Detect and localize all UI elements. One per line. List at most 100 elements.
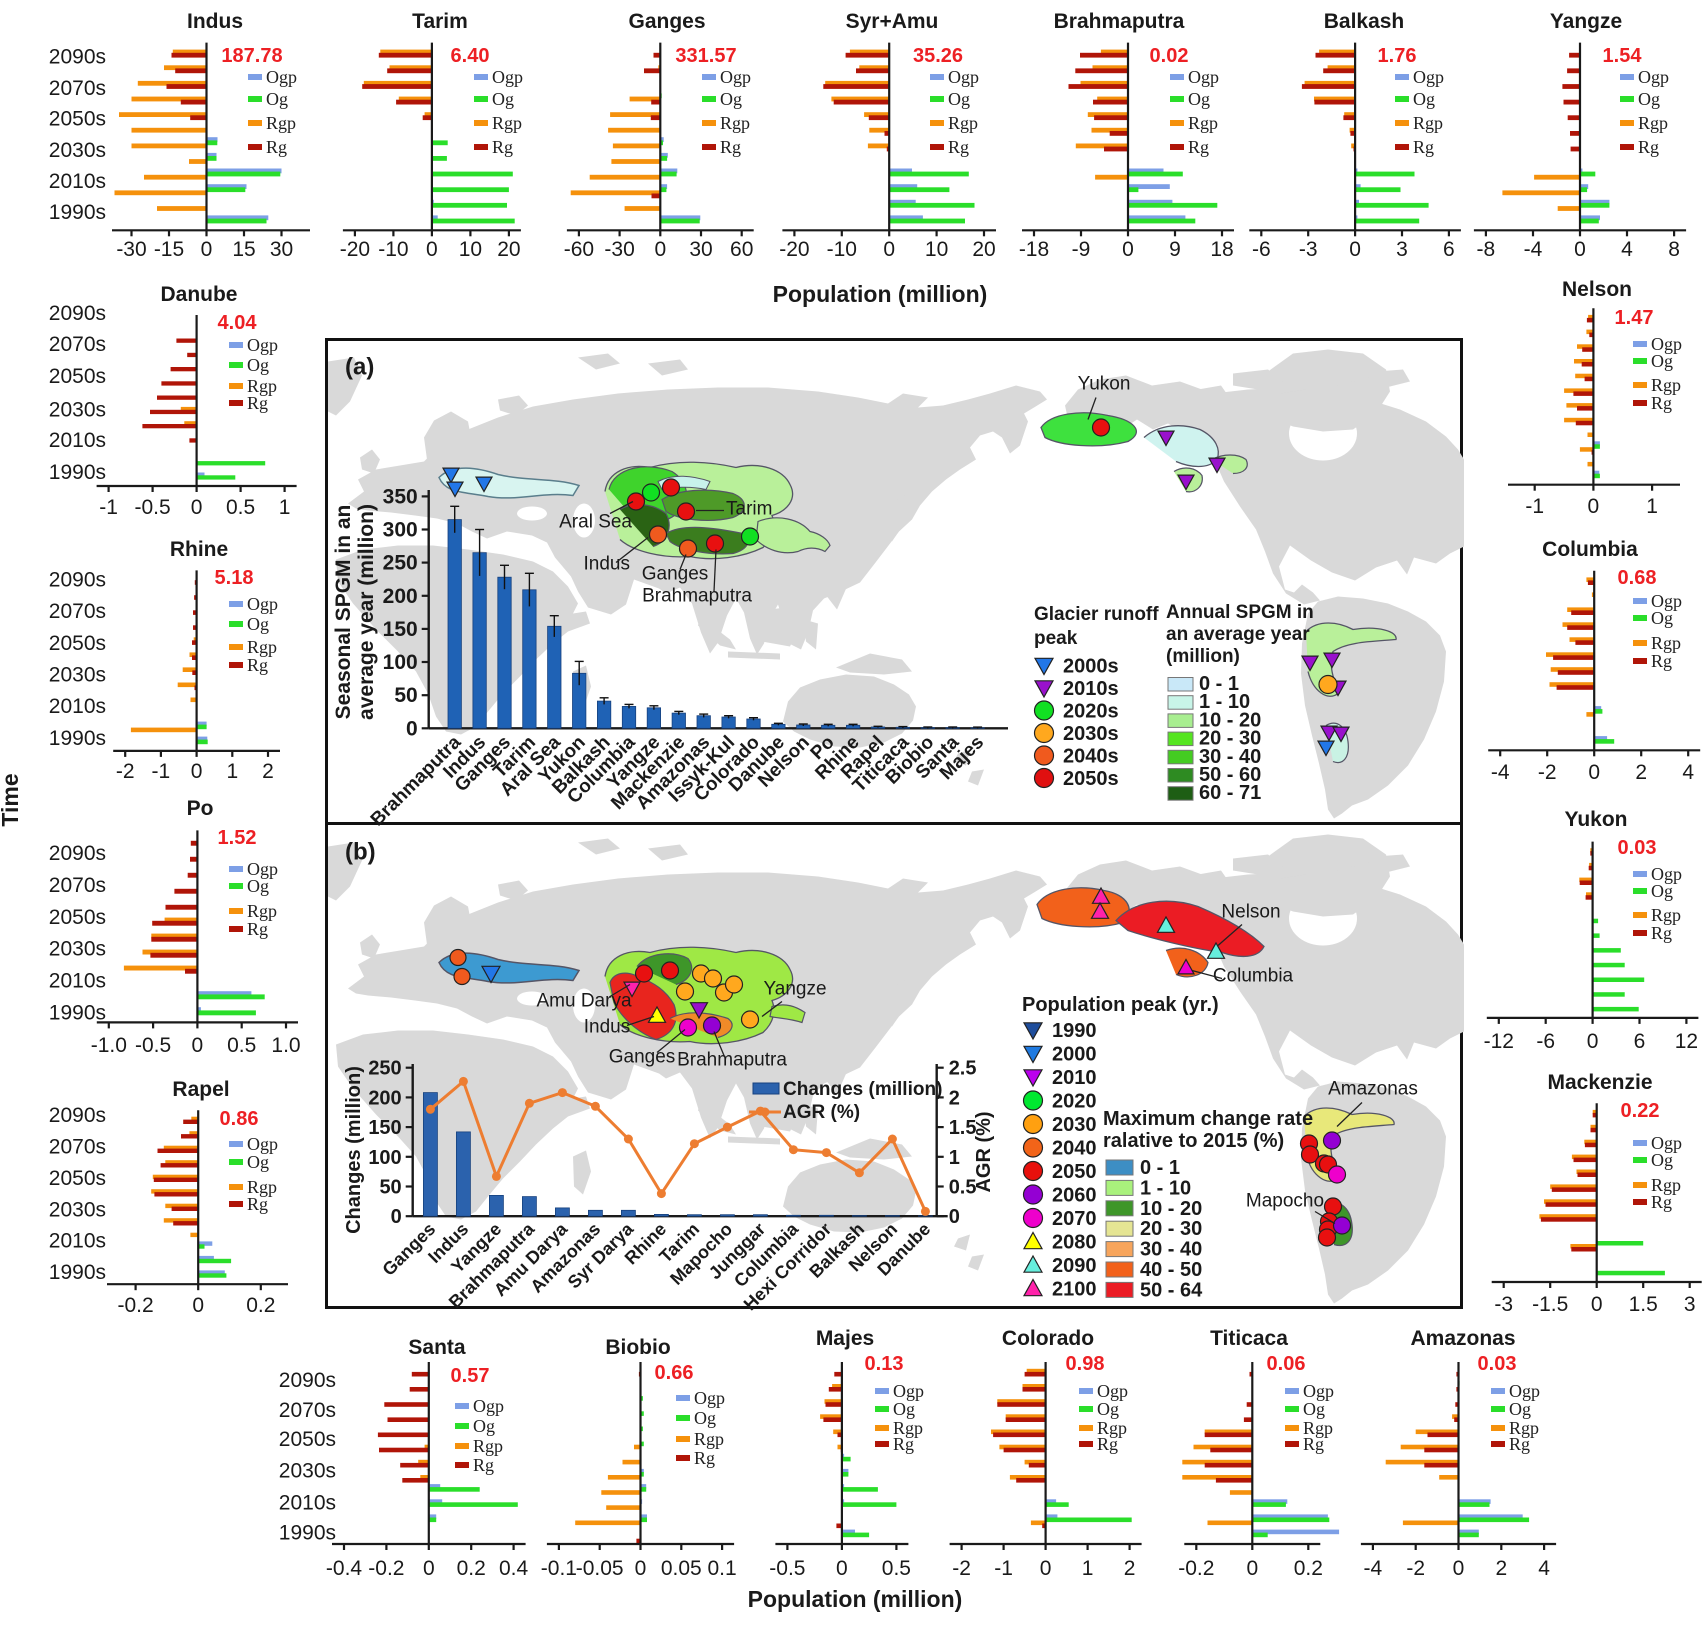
svg-text:Og: Og [1303, 1399, 1325, 1419]
svg-text:Ganges: Ganges [609, 1047, 676, 1068]
svg-text:Og: Og [1509, 1399, 1531, 1419]
svg-text:2010s: 2010s [49, 429, 106, 452]
svg-text:0: 0 [1040, 1557, 1052, 1580]
svg-text:Mapocho: Mapocho [1246, 1191, 1324, 1212]
svg-text:6: 6 [1634, 1030, 1646, 1053]
svg-text:2090s: 2090s [279, 1369, 336, 1392]
svg-text:2050s: 2050s [279, 1428, 336, 1451]
svg-text:10 - 20: 10 - 20 [1199, 709, 1261, 731]
svg-text:2090s: 2090s [49, 568, 106, 591]
svg-text:2090s: 2090s [49, 1104, 106, 1127]
svg-text:30 - 40: 30 - 40 [1140, 1239, 1202, 1261]
svg-text:-0.5: -0.5 [135, 496, 171, 519]
svg-text:Rgp: Rgp [1509, 1418, 1539, 1438]
svg-text:0: 0 [1574, 238, 1586, 261]
svg-text:10 - 20: 10 - 20 [1140, 1198, 1202, 1220]
svg-text:Og: Og [1638, 89, 1660, 109]
svg-text:2070s: 2070s [279, 1399, 336, 1422]
svg-text:6: 6 [1443, 238, 1455, 261]
svg-text:-10: -10 [378, 238, 408, 261]
svg-text:1990s: 1990s [49, 461, 106, 484]
svg-text:-2: -2 [952, 1557, 971, 1580]
svg-text:Ogp: Ogp [247, 859, 278, 879]
svg-text:Og: Og [1651, 608, 1673, 628]
svg-text:-0.2: -0.2 [118, 1294, 154, 1317]
svg-text:Po: Po [187, 797, 214, 820]
svg-text:200: 200 [368, 1087, 401, 1109]
svg-text:0.5: 0.5 [882, 1557, 911, 1580]
svg-text:-18: -18 [1019, 238, 1049, 261]
svg-text:2090s: 2090s [49, 302, 106, 325]
svg-text:Ogp: Ogp [1509, 1381, 1540, 1401]
svg-text:0: 0 [391, 1206, 402, 1228]
svg-text:0: 0 [1122, 238, 1134, 261]
svg-text:2090s: 2090s [49, 842, 106, 865]
svg-text:2: 2 [949, 1087, 960, 1109]
svg-text:Amazonas: Amazonas [1410, 1327, 1515, 1350]
svg-text:-4: -4 [1524, 238, 1543, 261]
svg-text:2050s: 2050s [49, 365, 106, 388]
svg-text:Rg: Rg [473, 1455, 494, 1475]
svg-text:2010s: 2010s [279, 1491, 336, 1514]
svg-text:1 - 10: 1 - 10 [1199, 691, 1250, 713]
svg-text:Og: Og [266, 89, 288, 109]
svg-text:Ogp: Ogp [1651, 864, 1682, 884]
svg-text:Rgp: Rgp [720, 113, 750, 133]
svg-text:Rg: Rg [1509, 1434, 1530, 1454]
svg-text:6.40: 6.40 [451, 45, 490, 67]
svg-text:0.5: 0.5 [226, 496, 255, 519]
svg-text:0.2: 0.2 [246, 1294, 275, 1317]
svg-text:20: 20 [497, 238, 520, 261]
svg-text:Amazonas: Amazonas [1328, 1079, 1418, 1100]
svg-text:2030s: 2030s [49, 938, 106, 961]
svg-text:Rg: Rg [247, 393, 268, 413]
svg-text:Rg: Rg [948, 137, 969, 157]
svg-text:2010s: 2010s [49, 695, 106, 718]
svg-text:Ogp: Ogp [893, 1381, 924, 1401]
svg-text:0: 0 [191, 760, 203, 783]
svg-text:0.86: 0.86 [220, 1108, 259, 1130]
svg-text:0.13: 0.13 [865, 1353, 904, 1375]
svg-text:1.5: 1.5 [1629, 1293, 1658, 1316]
svg-text:1: 1 [1646, 495, 1658, 518]
svg-text:-0.1: -0.1 [541, 1557, 577, 1580]
svg-text:-0.5: -0.5 [135, 1034, 171, 1057]
svg-text:0: 0 [1246, 1557, 1258, 1580]
svg-text:5.18: 5.18 [215, 567, 254, 589]
svg-text:18: 18 [1210, 238, 1233, 261]
svg-text:Colorado: Colorado [1002, 1327, 1094, 1350]
svg-text:0.4: 0.4 [499, 1557, 529, 1580]
svg-text:average year (million): average year (million) [355, 504, 378, 720]
svg-text:-0.2: -0.2 [1178, 1557, 1214, 1580]
svg-text:Yukon: Yukon [1564, 808, 1627, 831]
svg-text:Tarim: Tarim [412, 10, 468, 33]
svg-text:331.57: 331.57 [675, 45, 736, 67]
svg-text:Biobio: Biobio [605, 1336, 670, 1359]
svg-text:Rg: Rg [694, 1448, 715, 1468]
svg-text:Ogp: Ogp [247, 594, 278, 614]
svg-text:100: 100 [368, 1147, 401, 1169]
svg-text:2030s: 2030s [1063, 723, 1119, 745]
svg-text:Ogp: Ogp [266, 67, 297, 87]
svg-text:-12: -12 [1484, 1030, 1514, 1053]
svg-text:Brahmaputra: Brahmaputra [677, 1050, 787, 1071]
svg-text:0: 0 [201, 238, 213, 261]
svg-text:-15: -15 [154, 238, 184, 261]
svg-text:Rgp: Rgp [893, 1418, 923, 1438]
svg-text:Ogp: Ogp [1188, 67, 1219, 87]
svg-text:Maximum change rate: Maximum change rate [1103, 1108, 1313, 1130]
svg-text:2010s: 2010s [49, 1230, 106, 1253]
svg-text:0.02: 0.02 [1150, 45, 1189, 67]
svg-text:-0.5: -0.5 [769, 1557, 805, 1580]
svg-text:4.04: 4.04 [218, 312, 258, 334]
svg-text:40 - 50: 40 - 50 [1140, 1259, 1202, 1281]
svg-text:0.57: 0.57 [451, 1365, 490, 1387]
svg-text:0 - 1: 0 - 1 [1199, 673, 1239, 695]
svg-text:0.5: 0.5 [949, 1177, 977, 1199]
svg-text:2030s: 2030s [279, 1460, 336, 1483]
svg-text:Rgp: Rgp [1097, 1418, 1127, 1438]
svg-text:Rg: Rg [1188, 137, 1209, 157]
svg-text:Rhine: Rhine [170, 538, 228, 561]
svg-text:Yangze: Yangze [1550, 10, 1622, 33]
svg-text:1990s: 1990s [49, 1002, 106, 1025]
